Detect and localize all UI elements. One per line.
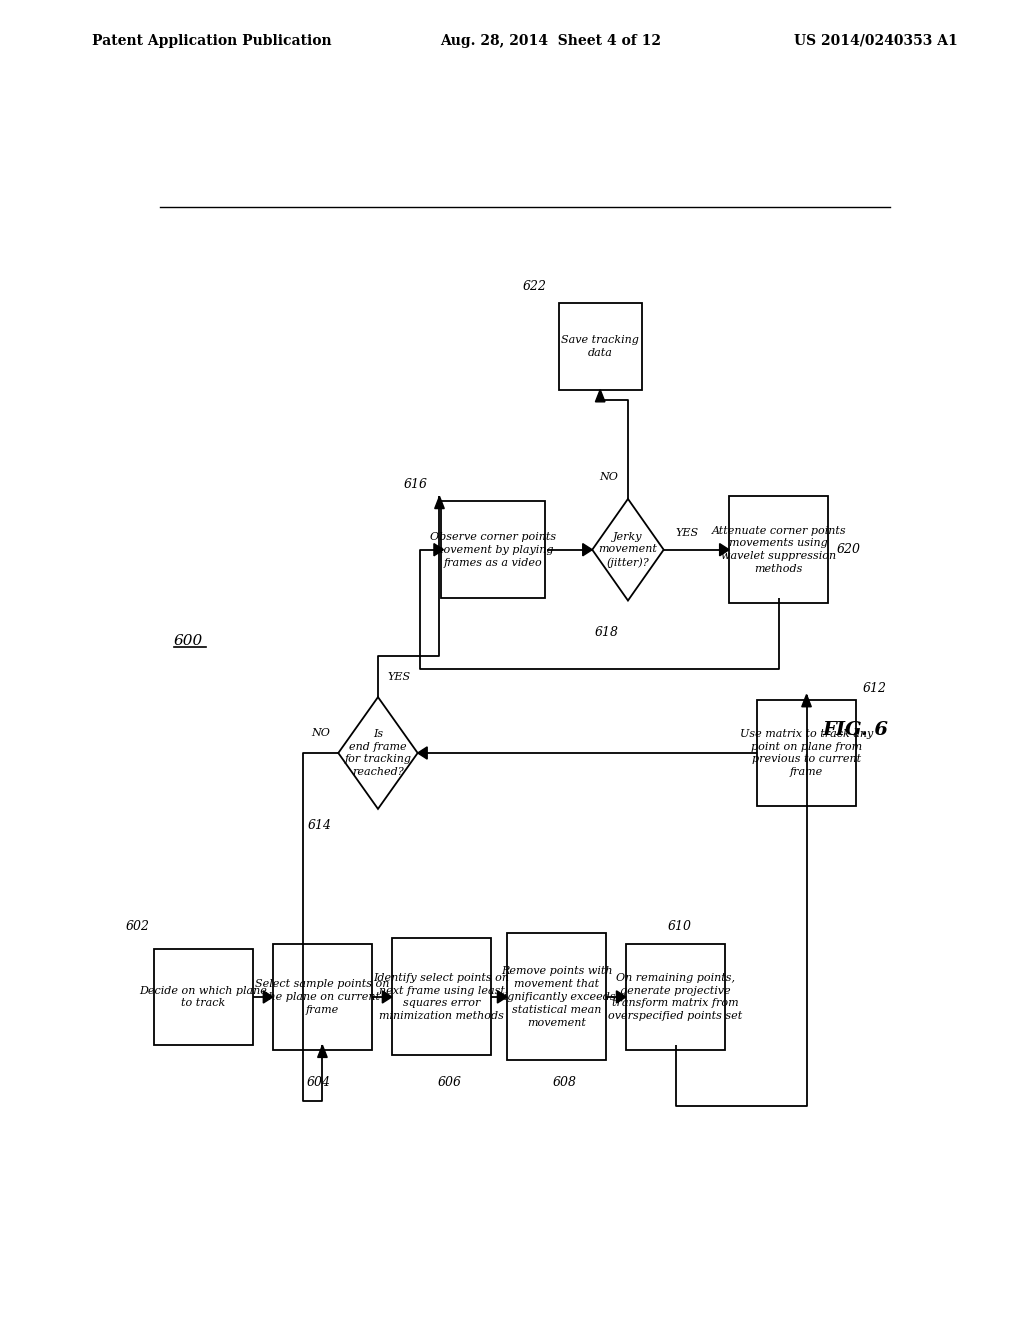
Polygon shape [317, 1045, 328, 1057]
Text: Is
end frame
for tracking
reached?: Is end frame for tracking reached? [344, 729, 412, 777]
Text: NO: NO [600, 471, 618, 482]
Text: 616: 616 [403, 478, 428, 491]
Text: 612: 612 [862, 681, 887, 694]
Text: FIG. 6: FIG. 6 [822, 721, 889, 739]
Polygon shape [498, 991, 507, 1003]
Bar [154, 949, 253, 1045]
Text: Aug. 28, 2014  Sheet 4 of 12: Aug. 28, 2014 Sheet 4 of 12 [440, 34, 662, 48]
Bar [558, 304, 642, 389]
Polygon shape [263, 991, 272, 1003]
Polygon shape [382, 991, 392, 1003]
Bar [757, 700, 856, 807]
Text: 600: 600 [174, 634, 204, 648]
Bar [272, 944, 372, 1051]
Bar [392, 939, 492, 1056]
Text: Attenuate corner points
movements using
wavelet suppression
methods: Attenuate corner points movements using … [712, 525, 846, 574]
Text: Jerky
movement
(jitter)?: Jerky movement (jitter)? [599, 532, 657, 568]
Polygon shape [802, 694, 811, 706]
Text: Decide on which plane
to track: Decide on which plane to track [139, 986, 267, 1008]
Text: 622: 622 [522, 280, 547, 293]
Bar [626, 944, 725, 1051]
Text: NO: NO [311, 727, 331, 738]
Text: YES: YES [387, 672, 411, 682]
Text: 602: 602 [126, 920, 150, 933]
Bar [507, 933, 606, 1060]
Text: 606: 606 [437, 1076, 462, 1089]
Polygon shape [616, 991, 626, 1003]
Text: Use matrix to track any
point on plane from
previous to current
frame: Use matrix to track any point on plane f… [740, 729, 873, 777]
Polygon shape [418, 747, 427, 759]
Text: Save tracking
data: Save tracking data [561, 335, 639, 358]
Text: Patent Application Publication: Patent Application Publication [92, 34, 332, 48]
Text: YES: YES [676, 528, 698, 537]
Text: On remaining points,
generate projective
transform matrix from
overspecified poi: On remaining points, generate projective… [608, 973, 742, 1022]
Text: 604: 604 [306, 1076, 331, 1089]
Text: 608: 608 [553, 1076, 577, 1089]
Text: Identify select points on
next frame using least
squares error
minimization meth: Identify select points on next frame usi… [374, 973, 510, 1022]
Polygon shape [583, 544, 592, 556]
Text: Remove points with
movement that
significantly exceeds
statistical mean
movement: Remove points with movement that signifi… [498, 966, 615, 1027]
Polygon shape [338, 697, 418, 809]
Text: 620: 620 [837, 544, 860, 556]
Text: Select sample points on
the plane on current
frame: Select sample points on the plane on cur… [255, 979, 389, 1015]
Polygon shape [592, 499, 664, 601]
Text: 618: 618 [595, 626, 618, 639]
Text: US 2014/0240353 A1: US 2014/0240353 A1 [794, 34, 957, 48]
Polygon shape [720, 544, 729, 556]
Bar [441, 502, 545, 598]
Polygon shape [435, 496, 444, 508]
Polygon shape [434, 544, 443, 556]
Text: Observe corner points
movement by playing
frames as a video: Observe corner points movement by playin… [430, 532, 556, 568]
Polygon shape [595, 389, 605, 401]
Bar [729, 496, 828, 603]
Text: 610: 610 [668, 920, 691, 933]
Text: 614: 614 [308, 818, 332, 832]
